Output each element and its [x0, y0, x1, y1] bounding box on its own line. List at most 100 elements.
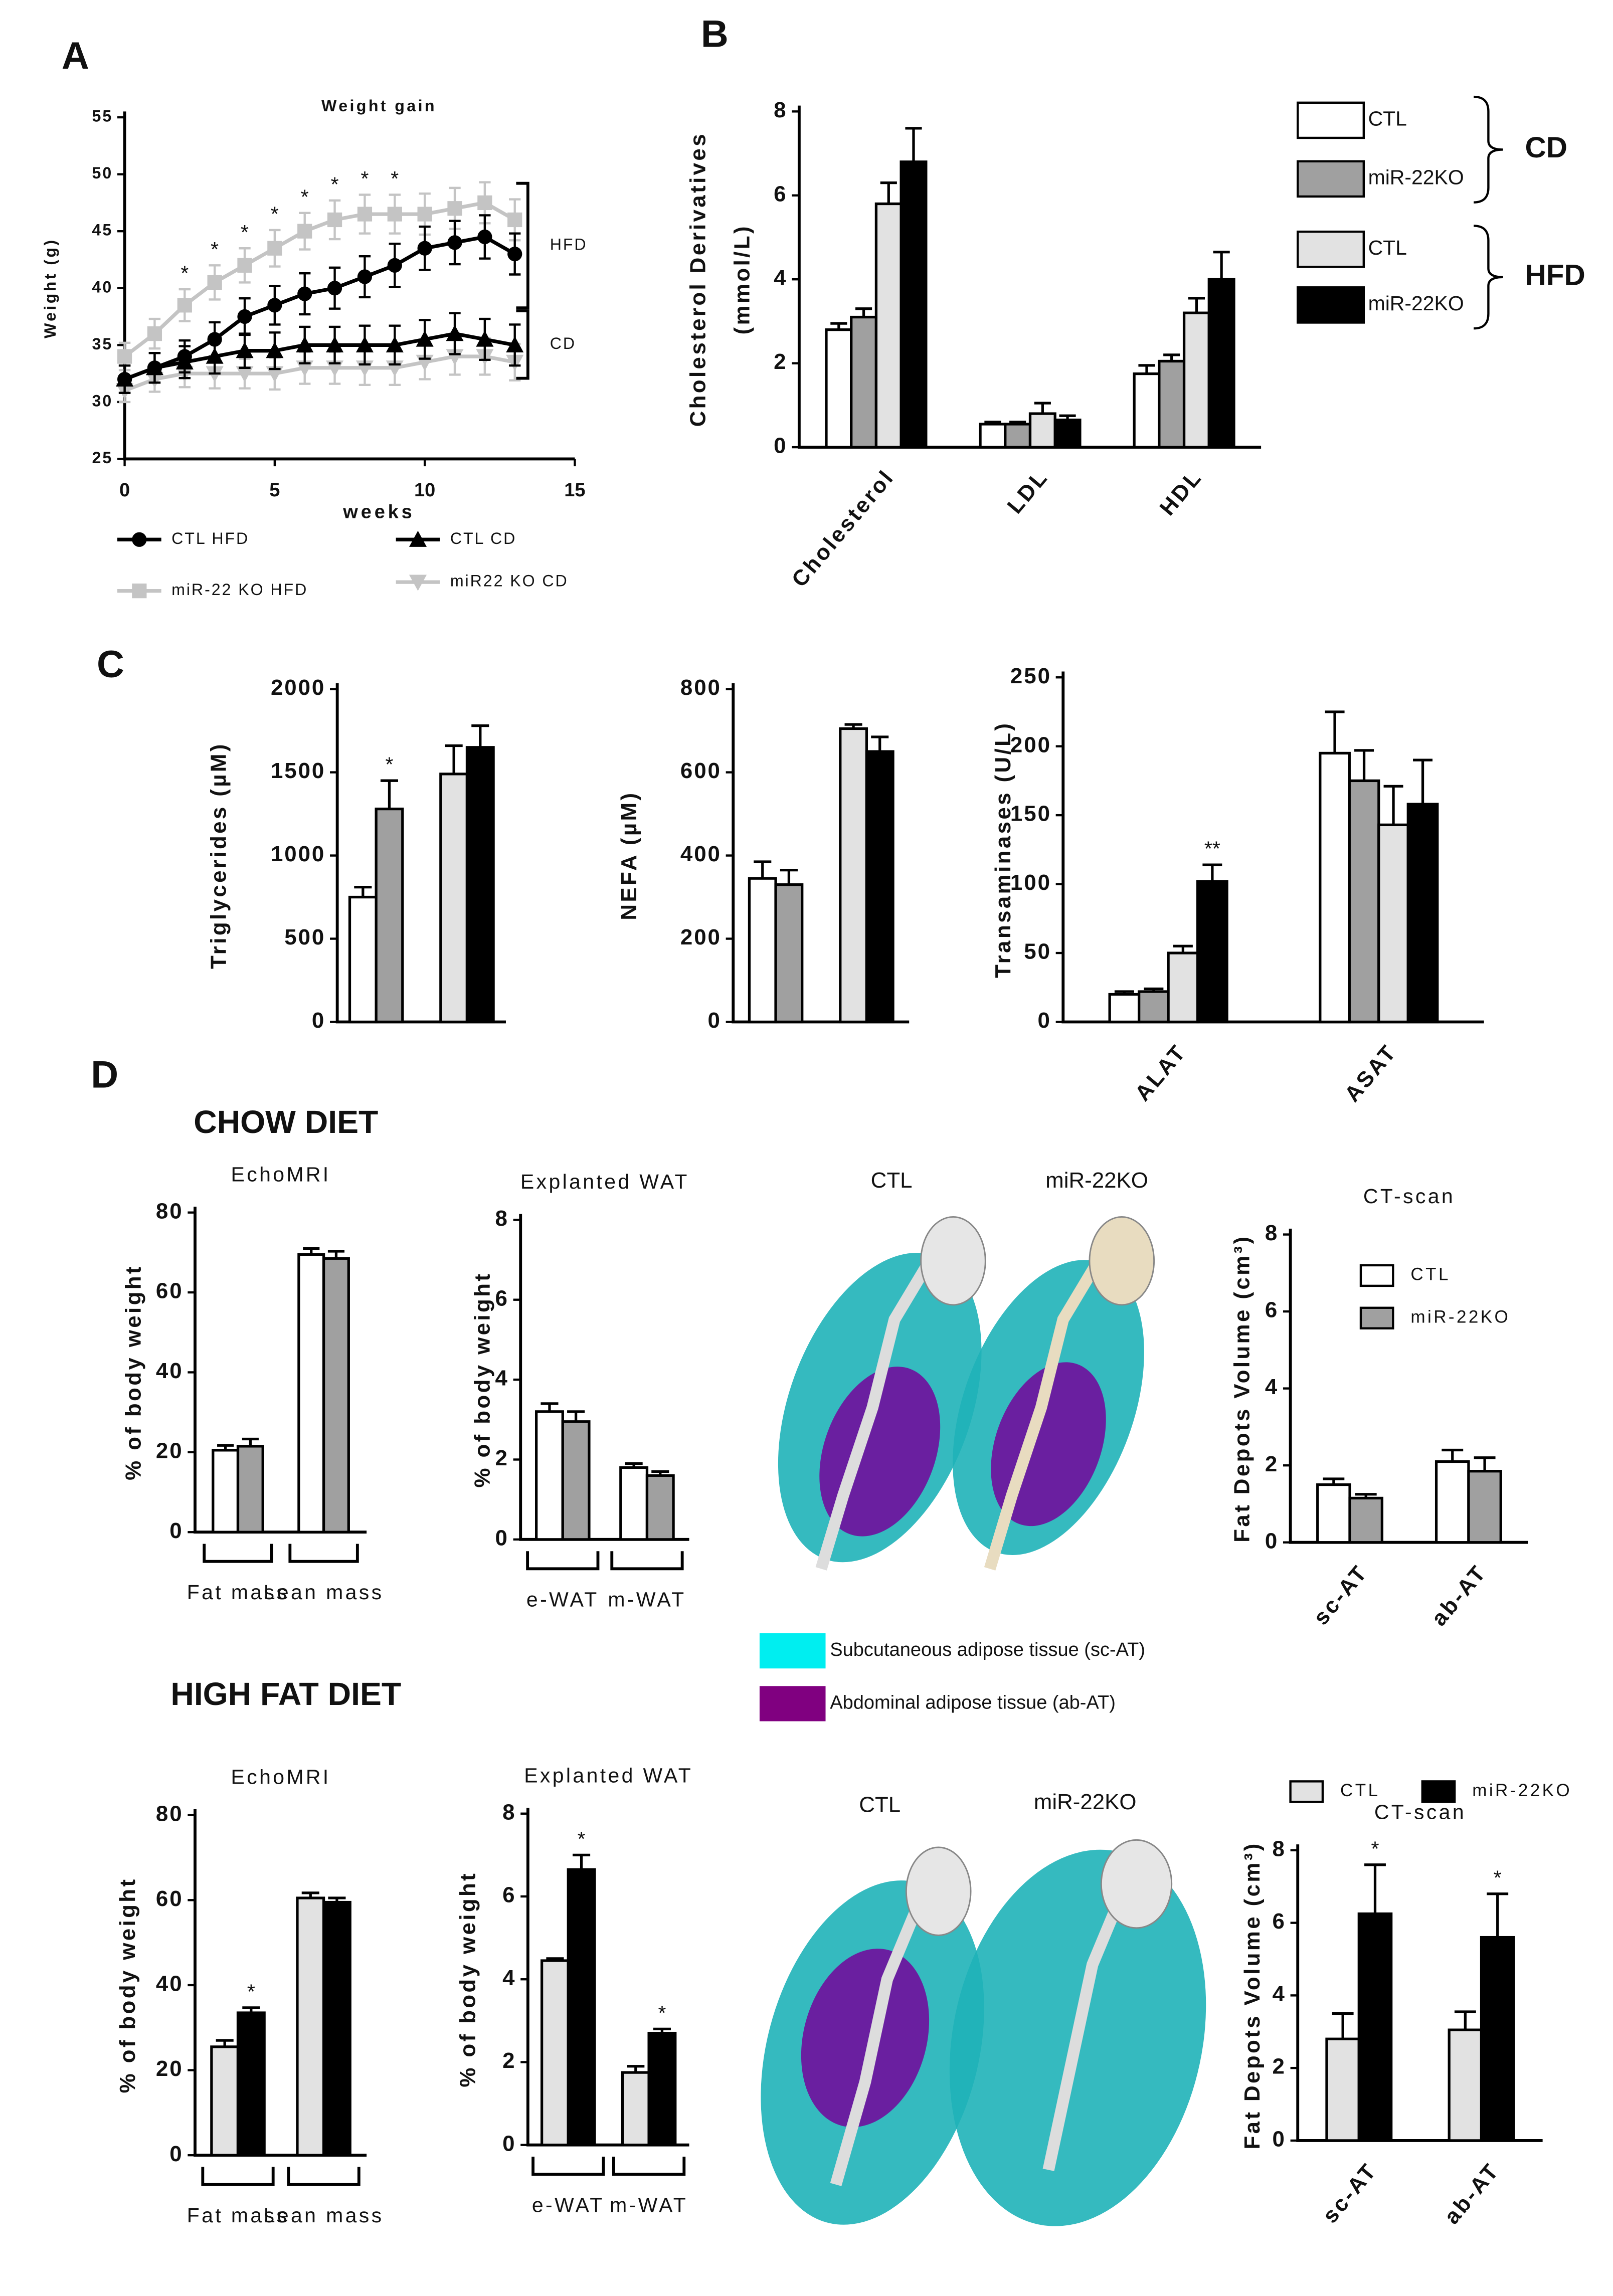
bar — [1348, 1496, 1384, 1544]
error-bar — [217, 1444, 234, 1450]
y-tick-label: 200 — [680, 925, 722, 949]
y-tick-label: 4 — [1265, 1375, 1279, 1399]
x-tick-label: 10 — [414, 480, 435, 501]
y-tick-label: 2 — [1265, 1452, 1279, 1476]
y-tick-label: 0 — [502, 2131, 516, 2156]
marker — [132, 532, 147, 547]
section-title: CHOW DIET — [194, 1104, 378, 1140]
x-tick-label: e-WAT — [532, 2193, 605, 2216]
x-tick-label: Lean mass — [264, 1581, 384, 1604]
y-tick-label: 0 — [1272, 2127, 1286, 2152]
bar — [850, 315, 878, 449]
y-tick-label: 60 — [156, 1886, 184, 1911]
y-tick-label: 6 — [1265, 1298, 1279, 1322]
error-bar — [1188, 297, 1205, 313]
legend-swatch — [1359, 1264, 1394, 1287]
series-line — [124, 354, 515, 393]
tissue-legend-label: Abdominal adipose tissue (ab-AT) — [830, 1692, 1116, 1713]
bar — [210, 2045, 240, 2157]
image-label: miR-22KO — [1034, 1790, 1137, 1814]
y-tick-label: 0 — [169, 2142, 183, 2166]
y-tick-label: 8 — [1272, 1836, 1286, 1861]
error-bar — [546, 1957, 564, 1961]
legend-swatch — [1289, 1780, 1324, 1803]
marker — [237, 309, 252, 324]
bar — [1357, 1912, 1393, 2142]
bracket — [516, 309, 529, 380]
x-tick-label: 5 — [269, 480, 280, 501]
error-bar — [327, 1250, 345, 1259]
bar — [296, 1896, 325, 2157]
error-bar — [328, 1896, 346, 1902]
ct-image — [953, 1216, 1155, 1571]
marker — [387, 207, 402, 222]
error-bar — [984, 421, 1001, 425]
bar — [1435, 1460, 1470, 1544]
significance-star: * — [211, 238, 219, 261]
y-tick-label: 60 — [156, 1279, 184, 1303]
bar — [774, 883, 804, 1024]
y-tick-label: 400 — [680, 842, 722, 866]
marker — [266, 342, 284, 358]
significance-star: ** — [1204, 837, 1220, 860]
legend-label: CTL — [1410, 1265, 1450, 1284]
significance-star: * — [247, 1980, 255, 2003]
bar — [621, 2071, 650, 2147]
y-tick-label: 50 — [92, 164, 113, 182]
y-tick-label: 500 — [284, 925, 325, 949]
legend-label: miR-22KO — [1368, 292, 1464, 315]
error-bar — [242, 1437, 259, 1446]
y-tick-label: 1000 — [271, 842, 325, 866]
error-bar — [380, 779, 399, 809]
x-tick-label: m-WAT — [610, 2193, 688, 2216]
significance-star: * — [1494, 1866, 1502, 1889]
x-tick-label: m-WAT — [608, 1588, 686, 1611]
bar — [561, 1420, 591, 1541]
significance-star: * — [181, 262, 189, 285]
y-axis-label: % of body weight — [115, 1877, 140, 2093]
legend-swatch — [1359, 1306, 1394, 1329]
error-bar — [1114, 990, 1134, 995]
x-tick-label: sc-AT — [1309, 1560, 1373, 1630]
axes — [123, 111, 575, 461]
marker — [417, 241, 432, 256]
y-tick-label: 4 — [774, 266, 787, 290]
error-bar — [1323, 1477, 1345, 1485]
y-axis-label: (mmol/L) — [730, 224, 754, 334]
error-bar — [1144, 987, 1164, 992]
bar — [1207, 278, 1235, 449]
ct-image — [761, 1846, 984, 2225]
x-axis-label: weeks — [342, 502, 415, 523]
marker — [147, 326, 162, 341]
image-label: CTL — [859, 1793, 901, 1817]
legend-label: CTL CD — [450, 529, 516, 547]
x-tick-label: HDL — [1155, 465, 1207, 520]
y-tick-label: 6 — [495, 1286, 508, 1310]
error-bar — [880, 181, 897, 204]
marker — [447, 235, 462, 250]
image-label: miR-22KO — [1045, 1168, 1148, 1193]
y-axis-label: Transaminases (U/L) — [991, 721, 1015, 978]
bar — [1348, 779, 1380, 1024]
marker — [267, 241, 282, 256]
bracket — [288, 1544, 359, 1563]
marker — [296, 360, 314, 377]
legend-brace — [1474, 225, 1503, 330]
bar — [1167, 951, 1199, 1024]
bracket — [201, 2167, 275, 2186]
bar — [439, 773, 469, 1024]
x-tick-label: Fat mass — [187, 2204, 289, 2227]
marker — [296, 336, 314, 352]
y-tick-label: 2000 — [271, 675, 325, 700]
y-tick-label: 55 — [92, 107, 113, 125]
legend-swatch — [1297, 160, 1365, 198]
bar — [236, 2011, 266, 2157]
marker — [507, 246, 522, 262]
error-bar — [354, 885, 372, 897]
marker — [326, 360, 344, 377]
marker — [237, 258, 252, 273]
x-tick-label: e-WAT — [526, 1588, 599, 1611]
bracket — [516, 181, 529, 310]
legend-label: miR-22KO — [1472, 1781, 1572, 1800]
